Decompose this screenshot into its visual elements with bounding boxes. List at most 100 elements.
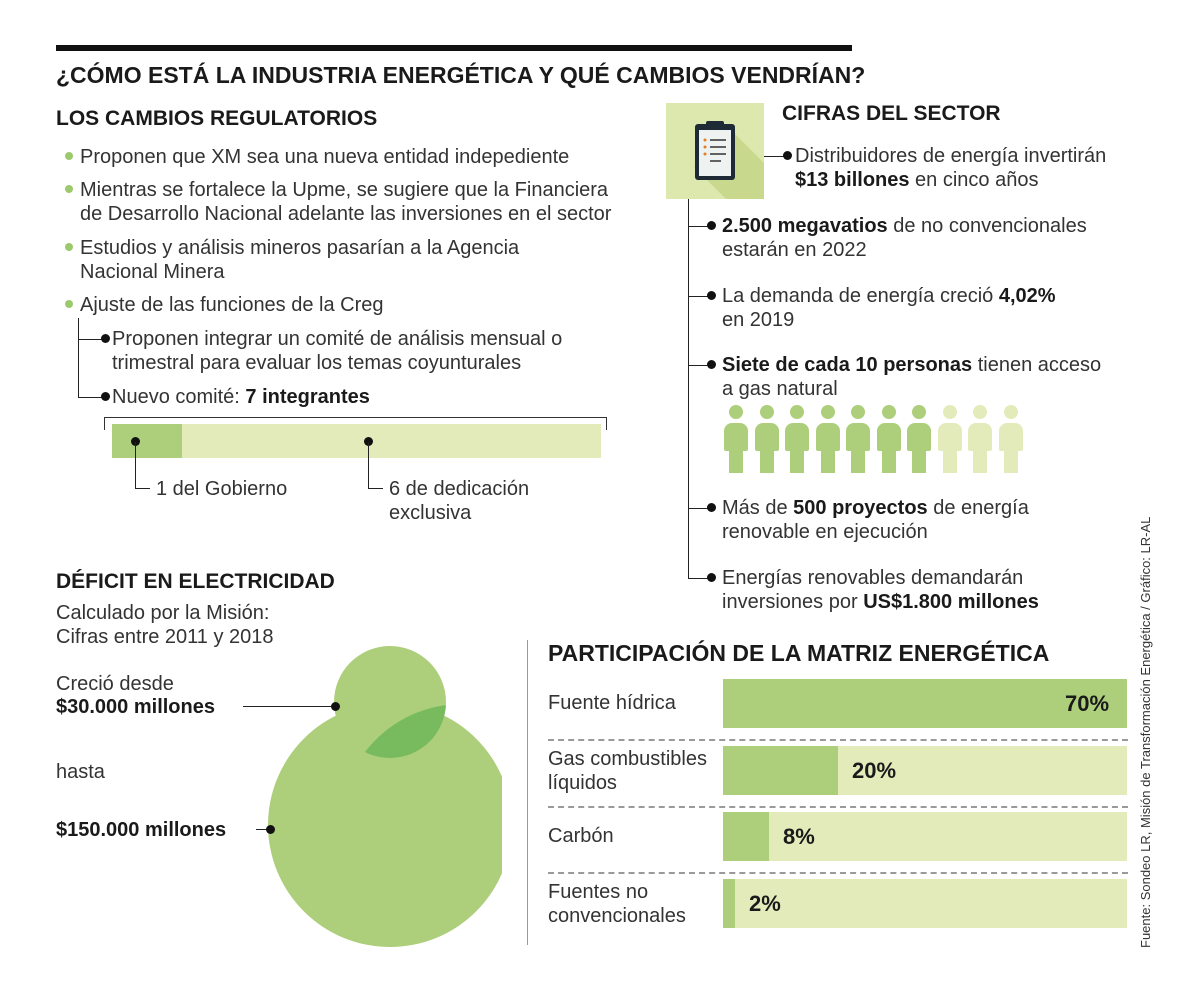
section-divider [527,640,528,945]
sector-item: Siete de cada 10 personas tienen acceso … [722,354,1102,400]
sector-connector [688,365,710,366]
sector-bullet [707,503,716,512]
tree-connector [78,397,104,398]
regulatory-sub-item: Proponen integrar un comité de análisis … [112,328,563,374]
person-icon-head [851,405,865,419]
icon-box [666,103,764,199]
sector-connector [688,578,710,579]
person-icon-legs [851,451,865,473]
sub-bullet-dot [101,334,110,343]
sector-heading: CIFRAS DEL SECTOR [782,102,1001,125]
sector-connector [764,156,787,157]
matrix-bar-track [723,879,1127,928]
sector-item: Energías renovables demandarán inversion… [722,567,1039,613]
until-label: hasta [56,761,105,783]
matrix-bar-track [723,812,1127,861]
bullet-dot [65,243,73,251]
person-icon-legs [881,451,896,473]
bracket [104,417,105,430]
person-icon-head [790,405,804,419]
person-icon [998,423,1023,451]
government-label: 1 del Gobierno [156,478,288,500]
page-title: ¿CÓMO ESTÁ LA INDUSTRIA ENERGÉTICA Y QUÉ… [56,62,866,88]
person-icon [968,423,992,451]
from-connector [243,706,335,707]
deficit-circles [268,646,502,947]
person-icon-head [881,405,896,419]
source-note: Fuente: Sondeo LR, Misión de Transformac… [1138,516,1153,948]
bracket [104,417,607,418]
exclusive-label: 6 de dedicación exclusiva [389,478,530,524]
person-icon [907,423,931,451]
matrix-heading: PARTICIPACIÓN DE LA MATRIZ ENERGÉTICA [548,640,1050,666]
regulatory-item: Mientras se fortalece la Upme, se sugier… [80,179,612,225]
person-icon-legs [942,451,957,473]
regulatory-sub-item: Nuevo comité: 7 integrantes [112,386,370,408]
clipboard-icon [694,121,764,199]
sector-bullet [783,151,792,160]
person-icon [937,423,962,451]
sector-bullet [707,291,716,300]
sector-bullet [707,221,716,230]
person-icon-head [1003,405,1018,419]
label-connector [135,488,150,489]
person-icon-head [759,405,774,419]
matrix-value-label: 8% [783,824,815,849]
person-icon [754,423,779,451]
sector-bullet [707,573,716,582]
sector-item: La demanda de energía creció 4,02% en 20… [722,285,1056,331]
deficit-heading: DÉFICIT EN ELECTRICIDAD [56,570,335,593]
matrix-value-label: 20% [852,758,897,783]
committee-bar-government [112,424,182,458]
to-value: $150.000 millones [56,819,227,841]
matrix-row-label: Fuente hídrica [548,692,676,714]
bullet-dot [65,300,73,308]
person-icon-legs [973,451,987,473]
regulatory-item: Proponen que XM sea una nueva entidad in… [80,146,570,168]
person-icon [846,423,870,451]
from-marker [331,702,340,711]
to-connector [256,829,268,830]
person-icon-legs [820,451,835,473]
matrix-value-label: 70% [1065,691,1110,716]
person-icon [785,423,809,451]
sector-item: Más de 500 proyectos de energía renovabl… [722,497,1029,543]
row-divider [548,872,1128,874]
sector-connector [688,296,710,297]
person-icon-legs [729,451,743,473]
row-divider [548,806,1128,808]
person-icon-legs [1003,451,1018,473]
sector-bullet [707,360,716,369]
sub-bullet-dot [101,392,110,401]
sector-connector [688,226,710,227]
person-icon-head [729,405,743,419]
person-icon-head [973,405,987,419]
grew-from-label: Creció desde [56,673,174,695]
regulatory-item: Estudios y análisis mineros pasarían a l… [80,237,520,283]
sector-connector [688,199,689,579]
person-icon [724,423,748,451]
sector-item: Distribuidores de energía invertirán $13… [795,145,1107,191]
person-icon-legs [759,451,774,473]
person-icon [815,423,840,451]
to-marker [266,825,275,834]
matrix-bar [723,746,838,795]
bracket [606,417,607,430]
person-icon-head [942,405,957,419]
tree-connector [78,339,104,340]
regulatory-item: Ajuste de las funciones de la Creg [80,294,384,316]
person-icon-legs [790,451,804,473]
label-connector [368,488,383,489]
bullet-dot [65,185,73,193]
person-icon-head [912,405,926,419]
person-icon-head [820,405,835,419]
bullet-dot [65,152,73,160]
matrix-value-label: 2% [749,891,781,916]
tree-connector [78,318,79,398]
deficit-subtitle: Calculado por la Misión: Cifras entre 201… [56,602,274,648]
regulatory-heading: LOS CAMBIOS REGULATORIOS [56,107,378,130]
matrix-row-label: Fuentes no convencionales [548,881,686,927]
person-icon-legs [912,451,926,473]
row-divider [548,739,1128,741]
